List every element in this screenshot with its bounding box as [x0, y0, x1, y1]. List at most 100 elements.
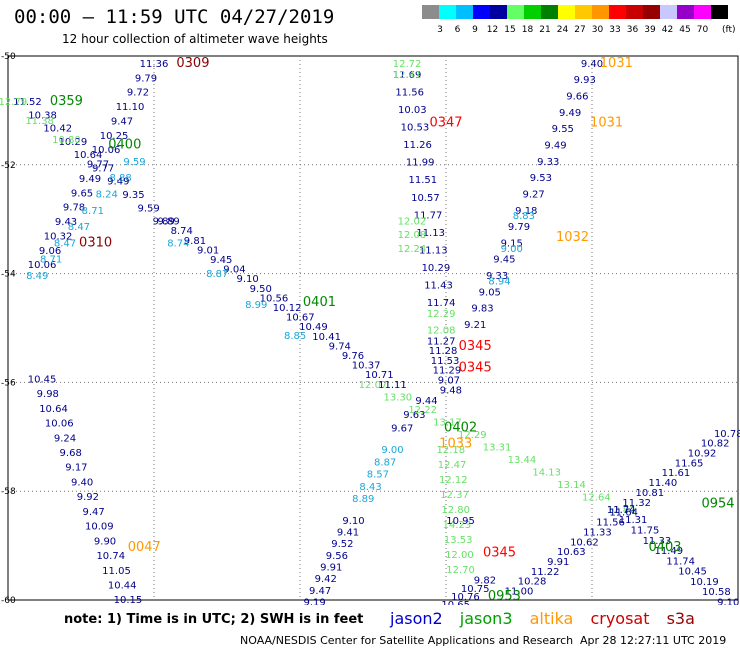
pass-time-label: 1031: [600, 56, 633, 71]
swh-value-label: 11.74: [666, 556, 695, 567]
swh-value-label: 11.31: [619, 515, 648, 526]
swh-value-label: 11.61: [662, 468, 691, 479]
swh-value-label: 9.40: [581, 59, 603, 70]
swh-value-label: 9.66: [566, 92, 588, 103]
y-tick-label: -60: [1, 596, 16, 605]
swh-value-label: 11.74: [607, 505, 636, 516]
credit-line: NOAA/NESDIS Center for Satellite Applica…: [240, 634, 574, 647]
swh-value-label: 9.18: [515, 206, 537, 217]
swh-value-label: 9.19: [303, 597, 325, 605]
swh-value-label: 11.29: [433, 366, 462, 377]
swh-value-label: 9.49: [79, 174, 101, 185]
scale-label: 36: [627, 25, 639, 35]
scale-label: 6: [455, 25, 461, 35]
swh-value-label: 13.14: [557, 480, 586, 491]
swh-value-label: 11.33: [583, 527, 612, 538]
pass-time-label: 1032: [556, 230, 589, 245]
swh-value-label: 11.52: [13, 97, 42, 108]
swh-value-label: 10.29: [59, 137, 88, 148]
swh-value-label: 11.00: [505, 587, 534, 598]
legend-cryosat: cryosat: [590, 609, 650, 628]
swh-value-label: 9.76: [342, 351, 364, 362]
color-swatch: [422, 5, 439, 19]
swh-value-label: 11.26: [403, 140, 432, 151]
swh-value-label: 9.45: [493, 255, 515, 266]
swh-value-label: 14.13: [532, 467, 561, 478]
swh-value-label: 10.57: [411, 193, 440, 204]
color-swatch: [507, 5, 524, 19]
swh-value-label: 10.56: [260, 293, 289, 304]
swh-value-label: 12.24: [398, 244, 427, 255]
swh-value-label: 9.63: [403, 410, 425, 421]
chart-plot: 90939699102105-50-52-54-56-58-6011.369.7…: [0, 52, 740, 605]
pass-time-label: 0954: [701, 497, 734, 512]
swh-value-label: 11.11: [378, 380, 407, 391]
swh-value-label: 9.59: [123, 157, 145, 168]
pass-time-label: 0047: [128, 540, 161, 555]
swh-value-label: 11.32: [622, 498, 651, 509]
swh-value-label: 9.42: [315, 574, 337, 585]
swh-value-label: 9.56: [326, 551, 348, 562]
swh-value-label: 9.49: [559, 108, 581, 119]
swh-value-label: 10.75: [461, 584, 490, 595]
swh-value-label: 12.70: [446, 565, 475, 576]
swh-value-label: 10.82: [701, 439, 730, 450]
color-swatch: [558, 5, 575, 19]
swh-value-label: 10.49: [299, 322, 328, 333]
swh-value-label: 8.71: [82, 206, 104, 217]
scale-unit: (ft): [722, 25, 736, 35]
swh-value-label: 10.81: [635, 488, 664, 499]
pass-time-label: 0359: [50, 94, 83, 109]
scale-label: 3: [437, 25, 443, 35]
swh-value-label: 10.12: [273, 303, 302, 314]
pass-time-label: 0401: [303, 295, 336, 310]
swh-value-label: 10.32: [44, 231, 73, 242]
swh-value-label: 12.22: [408, 405, 437, 416]
swh-value-label: 13.53: [444, 535, 473, 546]
swh-value-label: 11.05: [102, 566, 131, 577]
color-swatch: [609, 5, 626, 19]
scale-label: 33: [609, 25, 620, 35]
swh-value-label: 13.31: [483, 442, 512, 453]
swh-value-label: 9.44: [415, 396, 437, 407]
swh-value-label: 10.15: [114, 595, 143, 605]
swh-value-label: 9.65: [71, 188, 93, 199]
swh-value-label: 12.82: [607, 505, 636, 516]
swh-value-label: 9.74: [329, 341, 351, 352]
swh-value-label: 10.71: [365, 370, 394, 381]
swh-value-label: 9.06: [39, 246, 61, 257]
color-swatch: [524, 5, 541, 19]
swh-value-label: 12.08: [398, 230, 427, 241]
swh-value-label: 12.29: [427, 309, 456, 320]
pass-time-label: 1033: [439, 437, 472, 452]
swh-value-label: 10.58: [702, 587, 731, 598]
scale-label: 70: [697, 25, 709, 35]
pass-time-label: 0310: [79, 235, 112, 250]
color-swatch: [694, 5, 711, 19]
swh-value-label: 11.74: [427, 298, 456, 309]
swh-value-label: 10.95: [446, 516, 475, 527]
swh-value-label: 8.71: [40, 255, 62, 266]
pass-time-label: 0345: [459, 361, 492, 376]
swh-value-label: 10.45: [28, 374, 57, 385]
swh-value-label: 9.89: [153, 217, 175, 228]
swh-value-label: 11.77: [414, 210, 443, 221]
swh-value-label: 11.22: [531, 567, 560, 578]
swh-value-label: 8.94: [488, 276, 510, 287]
pass-time-label: 0345: [459, 339, 492, 354]
swh-value-label: 13.44: [508, 455, 537, 466]
y-tick-label: -58: [1, 487, 16, 497]
swh-value-label: 8.24: [96, 189, 118, 200]
y-tick-label: -50: [1, 52, 16, 62]
swh-value-label: 9.83: [471, 304, 493, 315]
swh-value-label: 10.06: [92, 145, 121, 156]
pass-time-label: 1031: [590, 116, 623, 131]
color-swatch: [490, 5, 507, 19]
swh-value-label: 12.64: [582, 492, 611, 503]
swh-value-label: 8.47: [54, 238, 76, 249]
color-swatch: [439, 5, 456, 19]
swh-value-label: 8.47: [68, 222, 90, 233]
swh-value-label: 10.64: [39, 404, 68, 415]
swh-value-label: 11.56: [395, 87, 424, 98]
swh-value-label: 8.99: [245, 300, 267, 311]
